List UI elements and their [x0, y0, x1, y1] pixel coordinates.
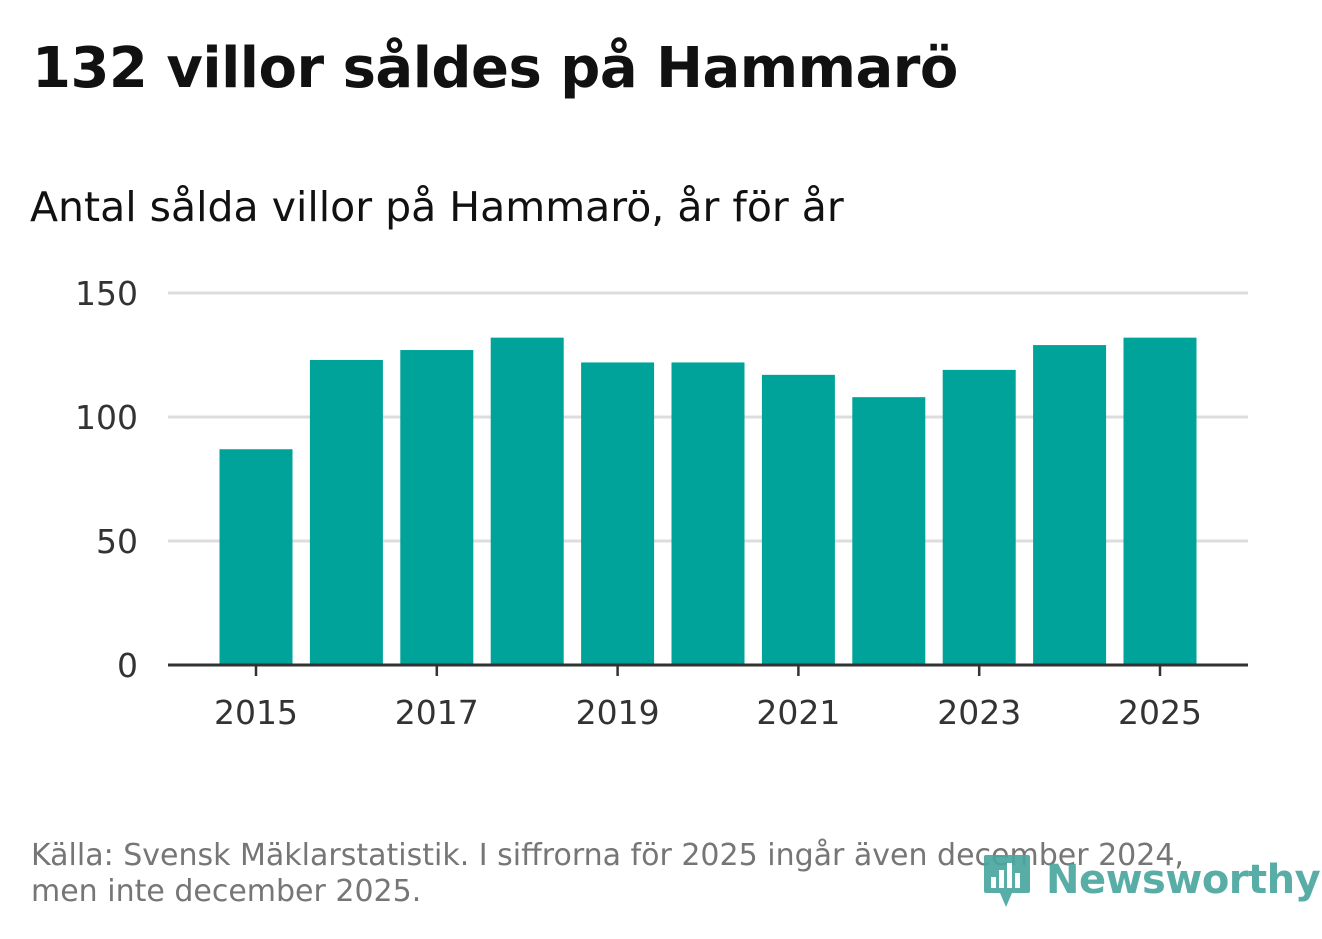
bar-2018: [490, 337, 564, 665]
logo-text: Newsworthy: [1046, 857, 1321, 903]
chart-subtitle: Antal sålda villor på Hammarö, år för år: [30, 183, 844, 231]
x-tick-label-2015: 2015: [214, 693, 298, 732]
bar-2019: [581, 362, 655, 665]
y-tick-label-0: 0: [117, 646, 138, 685]
bar-2016: [309, 359, 383, 665]
bar-2015: [219, 449, 293, 665]
bar-2020: [671, 362, 745, 665]
x-tick-label-2023: 2023: [937, 693, 1021, 732]
x-tick-label-2021: 2021: [756, 693, 840, 732]
x-tick-label-2019: 2019: [576, 693, 660, 732]
x-tick-label-2025: 2025: [1118, 693, 1202, 732]
y-tick-label-100: 100: [75, 398, 138, 437]
bar-2023: [942, 369, 1016, 665]
chart-title: 132 villor såldes på Hammarö: [32, 36, 958, 101]
bar-2025: [1123, 337, 1197, 665]
bar-2021: [761, 374, 835, 665]
bar-2017: [400, 350, 474, 665]
x-tick-label-2017: 2017: [395, 693, 479, 732]
newsworthy-bar-chart-icon: [984, 855, 1030, 907]
y-tick-label-50: 50: [96, 522, 138, 561]
source-line-2: men inte december 2025.: [31, 874, 422, 909]
newsworthy-logo: Newsworthy: [982, 850, 1321, 910]
bar-2022: [852, 397, 926, 665]
y-tick-label-150: 150: [75, 274, 138, 313]
bar-2024: [1033, 345, 1107, 665]
